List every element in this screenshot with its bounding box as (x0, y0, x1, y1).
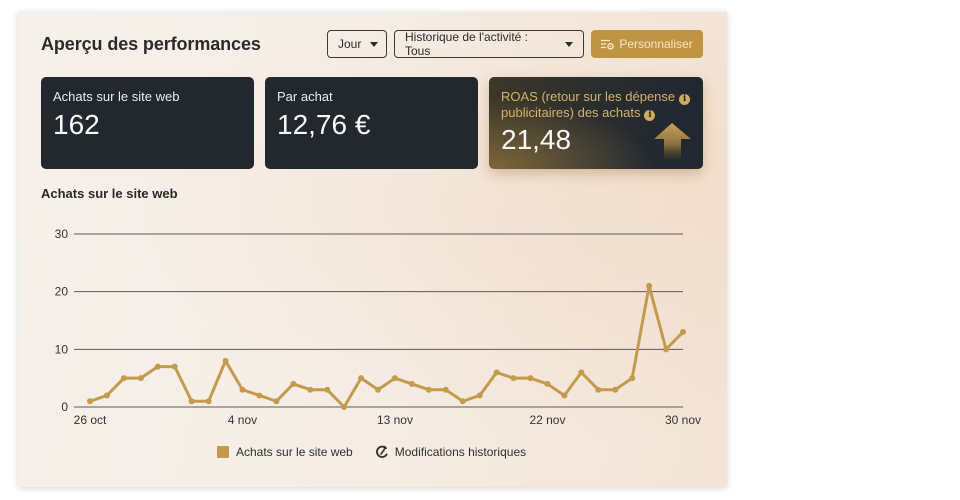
data-point (629, 375, 636, 382)
chart-title: Achats sur le site web (41, 186, 178, 201)
activity-history-select-value: Historique de l'activité : Tous (405, 30, 529, 58)
kpi-card-website-purchases[interactable]: Achats sur le site web 162 (41, 77, 254, 169)
x-tick-label: 26 oct (74, 413, 107, 427)
info-icon[interactable]: i (679, 94, 691, 105)
data-point (87, 398, 93, 405)
kpi-label: Par achat (277, 89, 333, 104)
customize-button-label: Personnaliser (619, 37, 693, 51)
info-icon[interactable]: i (644, 110, 656, 121)
period-select[interactable]: Jour (327, 30, 387, 58)
data-point (375, 386, 382, 393)
data-point (544, 380, 551, 387)
data-point (120, 375, 127, 382)
data-point (222, 357, 229, 364)
activity-history-select[interactable]: Historique de l'activité : Tous (394, 30, 584, 58)
data-point (408, 380, 415, 387)
data-point (324, 386, 331, 393)
x-tick-label: 4 nov (228, 413, 257, 427)
y-tick-label: 10 (55, 342, 69, 356)
data-point (239, 386, 246, 393)
y-tick-label: 30 (55, 227, 69, 241)
line-chart: 0 10 20 30 26 oct 4 nov 13 nov 22 nov 30 nov (55, 227, 701, 427)
series-line (88, 284, 685, 409)
legend-item-history-changes[interactable]: Modifications historiques (375, 445, 526, 459)
legend-label: Achats sur le site web (236, 445, 353, 459)
page-title: Aperçu des performances (41, 34, 261, 54)
data-point (391, 375, 398, 382)
y-tick-label: 20 (55, 285, 69, 299)
data-point (510, 375, 517, 382)
y-tick-label: 0 (61, 400, 68, 414)
data-point (256, 392, 263, 399)
kpi-label: ROAS (retour sur les dépense i publicitai… (501, 89, 691, 121)
data-point (595, 386, 602, 393)
data-point (205, 398, 212, 405)
data-point (341, 404, 348, 410)
data-point (425, 386, 432, 393)
data-point (663, 346, 670, 353)
kpi-value: 162 (53, 109, 100, 140)
caret-down-icon (565, 41, 573, 47)
data-point (459, 398, 466, 405)
x-tick-label: 13 nov (377, 413, 413, 427)
customize-button[interactable]: Personnaliser (591, 30, 703, 58)
data-point (154, 363, 161, 370)
period-select-value: Jour (338, 37, 362, 51)
kpi-label-line2: publicitaires) des achats (501, 105, 641, 120)
x-tick-label: 22 nov (529, 413, 565, 427)
data-point (273, 398, 280, 405)
legend-item-website-purchases[interactable]: Achats sur le site web (217, 445, 353, 459)
legend-label: Modifications historiques (394, 445, 527, 459)
x-tick-label: 30 nov (665, 413, 701, 427)
kpi-value: 21,48 (501, 124, 572, 155)
data-point (476, 392, 483, 399)
chart-legend: Achats sur le site web Modifications his… (217, 445, 526, 459)
data-point (358, 375, 365, 382)
kpi-label: Achats sur le site web (53, 89, 180, 104)
data-point (103, 392, 110, 399)
data-point (561, 392, 568, 399)
data-point (493, 369, 500, 376)
color-swatch-icon (217, 446, 229, 458)
data-point (646, 282, 653, 289)
kpi-label-line1: ROAS (retour sur les dépense (501, 89, 676, 104)
data-point (137, 375, 144, 382)
data-point (527, 375, 534, 382)
data-point (171, 363, 178, 370)
data-point (680, 329, 686, 336)
data-point (612, 386, 619, 393)
kpi-value: 12,76 € (277, 109, 371, 140)
data-point (290, 380, 297, 387)
kpi-card-roas[interactable]: ROAS (retour sur les dépense i publicitai… (489, 77, 703, 169)
kpi-card-per-purchase[interactable]: Par achat 12,76 € (265, 77, 478, 169)
up-arrow-icon (654, 123, 691, 159)
performance-overview-panel: Aperçu des performances Jour Historique … (18, 12, 727, 487)
customize-settings-icon (601, 39, 615, 50)
data-point (307, 386, 314, 393)
data-point (578, 369, 585, 376)
caret-down-icon (370, 41, 379, 47)
data-point (442, 386, 449, 393)
history-changes-icon (375, 445, 388, 458)
data-point (188, 398, 195, 405)
